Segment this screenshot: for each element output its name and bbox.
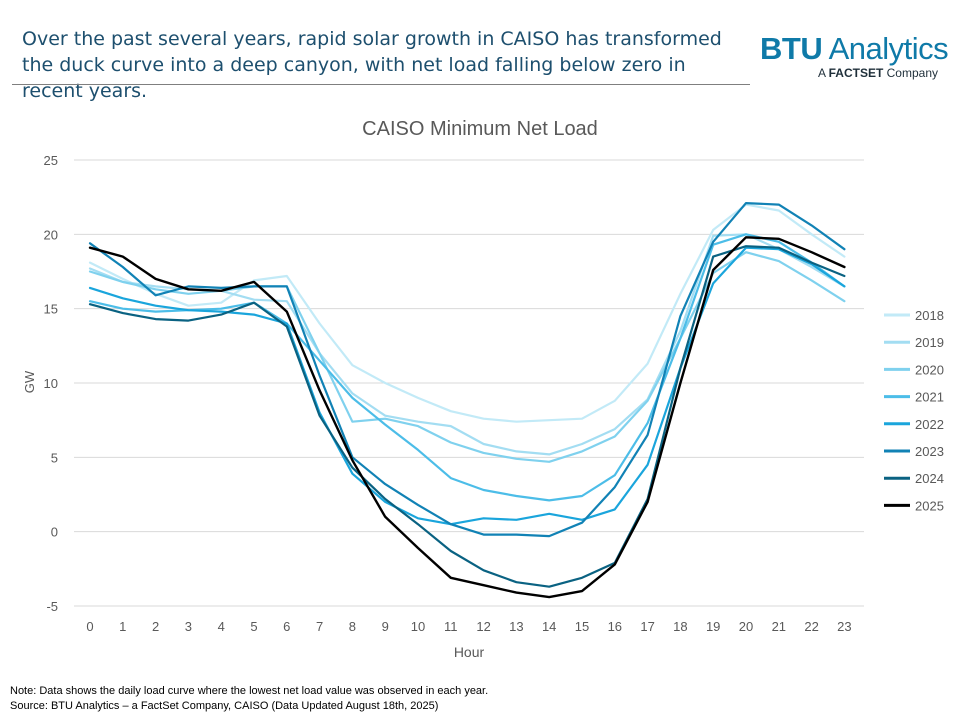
footnotes: Note: Data shows the daily load curve wh…	[10, 684, 488, 714]
y-tick-label: 25	[44, 153, 58, 168]
y-tick-label: 15	[44, 302, 58, 317]
x-tick-label: 14	[542, 619, 556, 634]
headline: Over the past several years, rapid solar…	[22, 28, 722, 102]
x-tick-label: 1	[119, 619, 126, 634]
x-tick-label: 17	[640, 619, 654, 634]
logo-tagline: A FACTSET Company	[760, 66, 938, 80]
series-line-2023	[88, 202, 846, 538]
x-tick-label: 2	[152, 619, 159, 634]
data-note: Note: Data shows the daily load curve wh…	[10, 685, 489, 697]
x-tick-label: 11	[444, 619, 458, 634]
x-tick-label: 20	[739, 619, 753, 634]
x-tick-label: 9	[382, 619, 389, 634]
x-axis-ticks: 0 1 2 3 4 5 6 7 8 9 10 11 12 13 14 15 16 17 18 19 20 21 22 23	[86, 619, 851, 634]
x-tick-label: 18	[673, 619, 687, 634]
legend-label-2019: 2019	[915, 335, 944, 350]
x-tick-label: 22	[804, 619, 818, 634]
legend-label-2023: 2023	[915, 444, 944, 459]
logo-sub-bold: FACTSET	[828, 66, 884, 80]
x-tick-label: 5	[250, 619, 257, 634]
logo-brand-rest: Analytics	[822, 31, 949, 66]
legend: 2018 2019 2020 2021 2022 2023 2024 2025	[884, 308, 944, 513]
x-tick-label: 6	[283, 619, 290, 634]
logo-sub-prefix: A	[817, 66, 829, 80]
x-tick-label: 10	[411, 619, 425, 634]
y-axis-label: GW	[22, 370, 37, 393]
x-tick-label: 13	[509, 619, 523, 634]
x-tick-label: 7	[316, 619, 323, 634]
series-line-2020	[88, 251, 846, 463]
series-line-2021	[88, 233, 846, 502]
y-tick-label: 5	[51, 450, 58, 465]
x-tick-label: 21	[772, 619, 786, 634]
brand-logo: BTU Analytics A FACTSET Company	[760, 32, 950, 81]
x-tick-label: 4	[218, 619, 225, 634]
y-axis-ticks: -5 0 5 10 15 20 25	[44, 153, 58, 614]
legend-label-2024: 2024	[915, 471, 944, 486]
y-tick-label: -5	[46, 599, 58, 614]
logo-wordmark: BTU Analytics	[760, 32, 950, 66]
series-line-2025	[88, 236, 846, 599]
series-line-2024	[88, 245, 846, 588]
x-tick-label: 23	[837, 619, 851, 634]
header-divider	[12, 84, 750, 85]
logo-brand-bold: BTU	[760, 31, 823, 66]
series-lines	[88, 202, 846, 599]
y-tick-label: 0	[51, 525, 58, 540]
gridlines	[74, 159, 864, 607]
series-line-2018	[88, 203, 846, 423]
x-tick-label: 12	[476, 619, 490, 634]
x-tick-label: 16	[608, 619, 622, 634]
x-tick-label: 3	[185, 619, 192, 634]
x-tick-label: 8	[349, 619, 356, 634]
x-tick-label: 0	[86, 619, 93, 634]
x-tick-label: 19	[706, 619, 720, 634]
x-tick-label: 15	[575, 619, 589, 634]
legend-label-2025: 2025	[915, 498, 944, 513]
legend-label-2022: 2022	[915, 417, 944, 432]
series-line-2022	[88, 246, 846, 526]
x-axis-label: Hour	[454, 644, 485, 660]
chart-title: CAISO Minimum Net Load	[362, 118, 598, 140]
legend-label-2021: 2021	[915, 390, 944, 405]
legend-label-2020: 2020	[915, 362, 944, 377]
source-note: Source: BTU Analytics – a FactSet Compan…	[10, 700, 439, 712]
y-tick-label: 20	[44, 227, 58, 242]
series-line-2019	[88, 233, 846, 456]
logo-sub-rest: Company	[883, 66, 938, 80]
y-tick-label: 10	[44, 376, 58, 391]
legend-label-2018: 2018	[915, 308, 944, 323]
